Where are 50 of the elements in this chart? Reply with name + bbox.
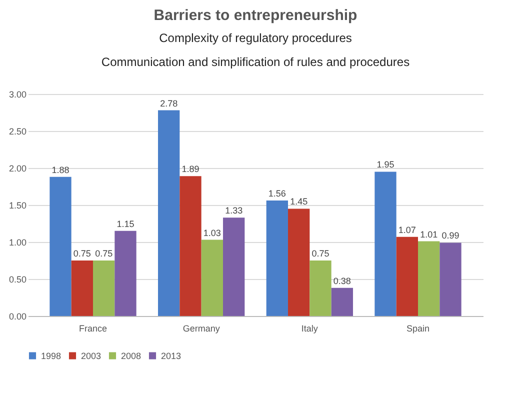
data-label: 1.88 (52, 164, 70, 175)
data-label: 1.95 (376, 160, 394, 170)
bar (223, 218, 245, 316)
legend-label: 2003 (81, 350, 102, 361)
bar (158, 110, 180, 316)
data-label: 1.33 (225, 206, 243, 216)
x-tick-label: Germany (182, 324, 220, 334)
bar (310, 260, 332, 316)
bar (331, 288, 353, 316)
data-label: 0.75 (312, 248, 330, 258)
data-label: 0.38 (333, 276, 351, 286)
chart-title: Barriers to entrepreneurship (154, 7, 358, 24)
bar (396, 236, 418, 316)
data-label: 1.07 (398, 224, 416, 235)
data-label: 1.56 (268, 188, 286, 199)
bar (93, 260, 115, 316)
bar (418, 241, 440, 316)
bar (440, 242, 462, 316)
data-label: 1.15 (116, 218, 134, 229)
x-tick-label: Italy (301, 324, 318, 334)
y-tick-label: 1.00 (8, 238, 26, 248)
chart-subtitle: Complexity of regulatory procedures (159, 31, 352, 45)
bar (180, 176, 202, 316)
data-label: 1.45 (290, 196, 308, 207)
y-tick-label: 0.50 (8, 274, 26, 284)
data-label: 0.75 (95, 248, 113, 258)
bar (50, 176, 72, 316)
legend-label: 2008 (121, 350, 142, 361)
bar (114, 230, 136, 316)
data-label: 1.03 (203, 228, 221, 238)
bar (201, 240, 223, 316)
legend-label: 2013 (161, 350, 182, 361)
y-tick-label: 2.00 (8, 164, 26, 174)
text: Communication and simplification of rules and procedures (101, 55, 410, 69)
y-tick-label: 3.00 (8, 90, 26, 100)
x-tick-label: Spain (406, 324, 430, 334)
y-tick-label: 2.50 (8, 126, 26, 136)
data-label: 0.99 (442, 230, 460, 241)
y-tick-label: 0.00 (8, 312, 26, 322)
data-label: 1.89 (182, 164, 200, 174)
bar (266, 200, 288, 316)
bar (71, 260, 93, 316)
y-tick-label: 1.50 (8, 200, 26, 210)
legend-label: 1998 (41, 350, 62, 361)
bar (374, 172, 396, 316)
data-label: 1.01 (420, 229, 438, 240)
data-label: 2.78 (160, 98, 178, 108)
x-tick-label: France (78, 324, 108, 334)
data-label: 0.75 (73, 248, 91, 258)
bar (288, 208, 310, 316)
